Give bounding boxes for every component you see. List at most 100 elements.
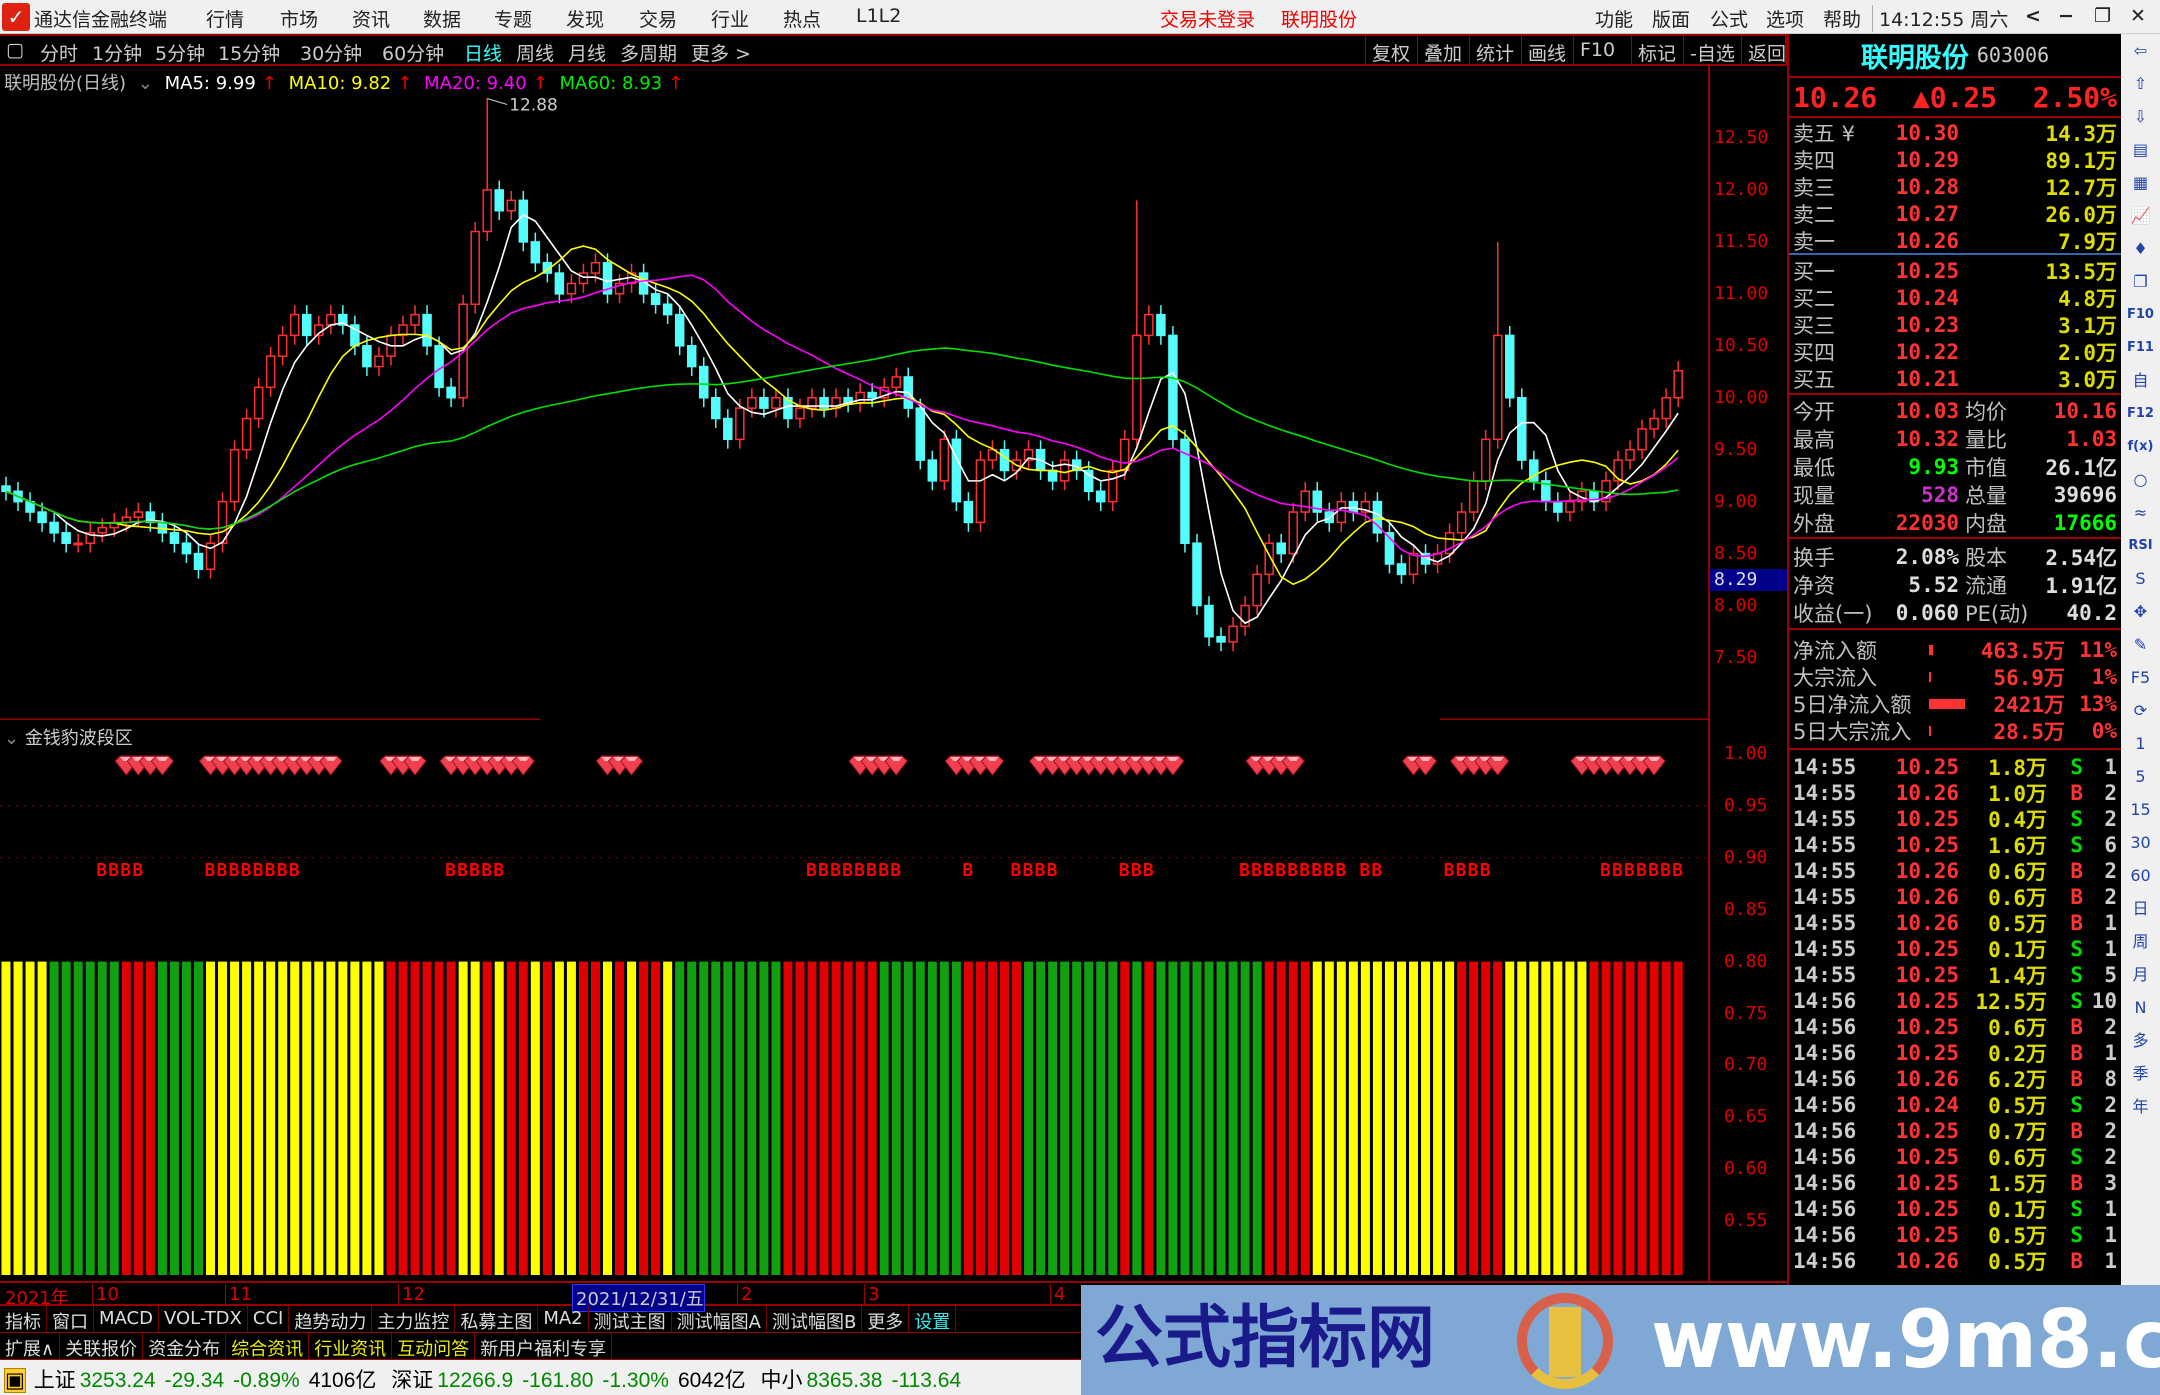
sell-row[interactable]: 卖五 ¥ 10.30 14.3万: [1793, 119, 2117, 146]
menu-0[interactable]: 行情: [206, 9, 245, 31]
indicator-tab-5[interactable]: 趋势动力: [289, 1306, 373, 1333]
indicator-tab-11[interactable]: 测试幅图B: [767, 1306, 863, 1333]
indicator-tab-7[interactable]: 私募主图: [455, 1306, 539, 1333]
period-30-icon[interactable]: 30: [2130, 833, 2151, 852]
right-menu-4[interactable]: 帮助: [1823, 9, 1862, 31]
rsi-icon[interactable]: RSI: [2128, 538, 2153, 553]
wave-icon[interactable]: ≈: [2133, 503, 2148, 522]
indicator-tab-3[interactable]: VOL-TDX: [159, 1306, 248, 1332]
status-icon[interactable]: ▣: [4, 1368, 26, 1393]
menu-9[interactable]: L1L2: [856, 5, 902, 27]
right-menu-1[interactable]: 版面: [1652, 9, 1691, 31]
buy-row[interactable]: 买一 10.25 13.5万: [1793, 257, 2117, 284]
indicator-collapse-icon[interactable]: ⌄: [4, 728, 25, 749]
period-day-icon[interactable]: 日: [2132, 899, 2149, 918]
line-chart-icon[interactable]: 📈: [2130, 206, 2151, 225]
toolbar-button-3[interactable]: 画线: [1521, 36, 1573, 65]
menu-1[interactable]: 市场: [280, 9, 319, 31]
period-week-icon[interactable]: 周: [2132, 932, 2149, 951]
panel-toggle-icon[interactable]: ▢: [6, 39, 24, 61]
extension-tab-5[interactable]: 互动问答: [392, 1333, 476, 1360]
sell-row[interactable]: 卖二 10.27 26.0万: [1793, 200, 2117, 227]
arrow-down-icon[interactable]: ⇩: [2133, 107, 2148, 126]
period-15-icon[interactable]: 15: [2130, 800, 2151, 819]
period-tab-5[interactable]: 60分钟: [382, 43, 445, 65]
candlestick-chart[interactable]: 12.88: [0, 90, 1708, 720]
toolbar-button-7[interactable]: 返回: [1741, 36, 1793, 65]
f11-icon[interactable]: F11: [2127, 340, 2154, 355]
indicator-tab-1[interactable]: 窗口: [47, 1306, 94, 1333]
right-menu-0[interactable]: 功能: [1595, 9, 1634, 31]
indicator-tab-6[interactable]: 主力监控: [372, 1306, 456, 1333]
right-menu-3[interactable]: 选项: [1766, 9, 1805, 31]
period-tab-7[interactable]: 周线: [516, 43, 555, 65]
period-60-icon[interactable]: 60: [2130, 866, 2151, 885]
buy-row[interactable]: 买二 10.24 4.8万: [1793, 284, 2117, 311]
grid-icon[interactable]: ▦: [2132, 173, 2149, 192]
s-icon[interactable]: S: [2135, 569, 2146, 588]
period-year-icon[interactable]: 年: [2132, 1097, 2149, 1116]
menu-2[interactable]: 资讯: [352, 9, 391, 31]
sell-row[interactable]: 卖三 10.28 12.7万: [1793, 173, 2117, 200]
toolbar-button-5[interactable]: 标记: [1631, 36, 1683, 65]
period-tab-2[interactable]: 5分钟: [155, 43, 206, 65]
arrow-left-icon[interactable]: ⇦: [2133, 41, 2148, 60]
indicator-tab-9[interactable]: 测试主图: [589, 1306, 672, 1333]
indicator-tab-8[interactable]: MA2: [538, 1306, 589, 1332]
sell-row[interactable]: 卖一 10.26 7.9万: [1793, 227, 2117, 254]
extension-tab-1[interactable]: 关联报价: [60, 1333, 144, 1360]
menu-8[interactable]: 热点: [783, 9, 822, 31]
indicator-tab-12[interactable]: 更多: [862, 1306, 910, 1333]
formula-icon[interactable]: f(x): [2127, 439, 2154, 454]
indicator-tab-13[interactable]: 设置: [909, 1306, 957, 1333]
period-tab-1[interactable]: 1分钟: [92, 43, 143, 65]
period-n-icon[interactable]: N: [2134, 998, 2147, 1017]
period-tab-0[interactable]: 分时: [40, 43, 79, 65]
buy-row[interactable]: 买五 10.21 3.0万: [1793, 365, 2117, 392]
toolbar-button-2[interactable]: 统计: [1469, 36, 1521, 65]
back-icon[interactable]: <: [2025, 5, 2041, 27]
window-icon[interactable]: ❐: [2133, 272, 2148, 291]
pencil-icon[interactable]: ✎: [2133, 635, 2148, 654]
toolbar-button-0[interactable]: 复权: [1365, 36, 1417, 65]
candle-icon[interactable]: ♦: [2133, 239, 2148, 258]
period-tab-8[interactable]: 月线: [568, 43, 607, 65]
period-tab-3[interactable]: 15分钟: [218, 43, 281, 65]
f5-icon[interactable]: F5: [2130, 668, 2151, 687]
indicator-tab-2[interactable]: MACD: [94, 1306, 159, 1332]
period-multi-icon[interactable]: 多: [2132, 1031, 2149, 1050]
extension-tab-4[interactable]: 行业资讯: [309, 1333, 393, 1360]
extension-tab-2[interactable]: 资金分布: [143, 1333, 227, 1360]
extension-tab-3[interactable]: 综合资讯: [226, 1333, 310, 1360]
period-5-icon[interactable]: 5: [2135, 767, 2146, 786]
extension-tab-6[interactable]: 新用户福利专享: [475, 1333, 613, 1360]
indicator-tab-4[interactable]: CCI: [248, 1306, 290, 1332]
refresh-icon[interactable]: ⟳: [2133, 701, 2148, 720]
buy-row[interactable]: 买三 10.23 3.1万: [1793, 311, 2117, 338]
move-icon[interactable]: ✥: [2133, 602, 2148, 621]
menu-7[interactable]: 行业: [711, 9, 750, 31]
indicator-tab-10[interactable]: 测试幅图A: [672, 1306, 767, 1333]
close-icon[interactable]: ✕: [2130, 5, 2146, 27]
period-season-icon[interactable]: 季: [2132, 1064, 2149, 1083]
sell-row[interactable]: 卖四 10.29 89.1万: [1793, 146, 2117, 173]
extension-tab-0[interactable]: 扩展∧: [0, 1333, 61, 1360]
circle-icon[interactable]: ○: [2133, 470, 2148, 489]
ma-dropdown-icon[interactable]: ⌄: [137, 73, 153, 94]
buy-row[interactable]: 买四 10.22 2.0万: [1793, 338, 2117, 365]
arrow-up-icon[interactable]: ⇧: [2133, 74, 2148, 93]
menu-4[interactable]: 专题: [494, 9, 533, 31]
indicator-title[interactable]: ⌄ 金钱豹波段区: [4, 724, 133, 750]
login-status[interactable]: 交易未登录: [1160, 9, 1256, 31]
f12-icon[interactable]: F12: [2127, 406, 2154, 421]
period-tab-6[interactable]: 日线: [464, 43, 503, 65]
toolbar-button-6[interactable]: -自选: [1683, 36, 1741, 65]
period-month-icon[interactable]: 月: [2132, 965, 2149, 984]
menu-5[interactable]: 发现: [566, 9, 605, 31]
tick-list[interactable]: 14:55 10.25 1.8万 S 1 14:55 10.26 1.0万 B 2 14:55 10.…: [1789, 750, 2121, 1276]
menu-3[interactable]: 数据: [423, 9, 462, 31]
minimize-icon[interactable]: −: [2058, 5, 2074, 27]
period-tab-4[interactable]: 30分钟: [300, 43, 363, 65]
menu-6[interactable]: 交易: [639, 9, 678, 31]
